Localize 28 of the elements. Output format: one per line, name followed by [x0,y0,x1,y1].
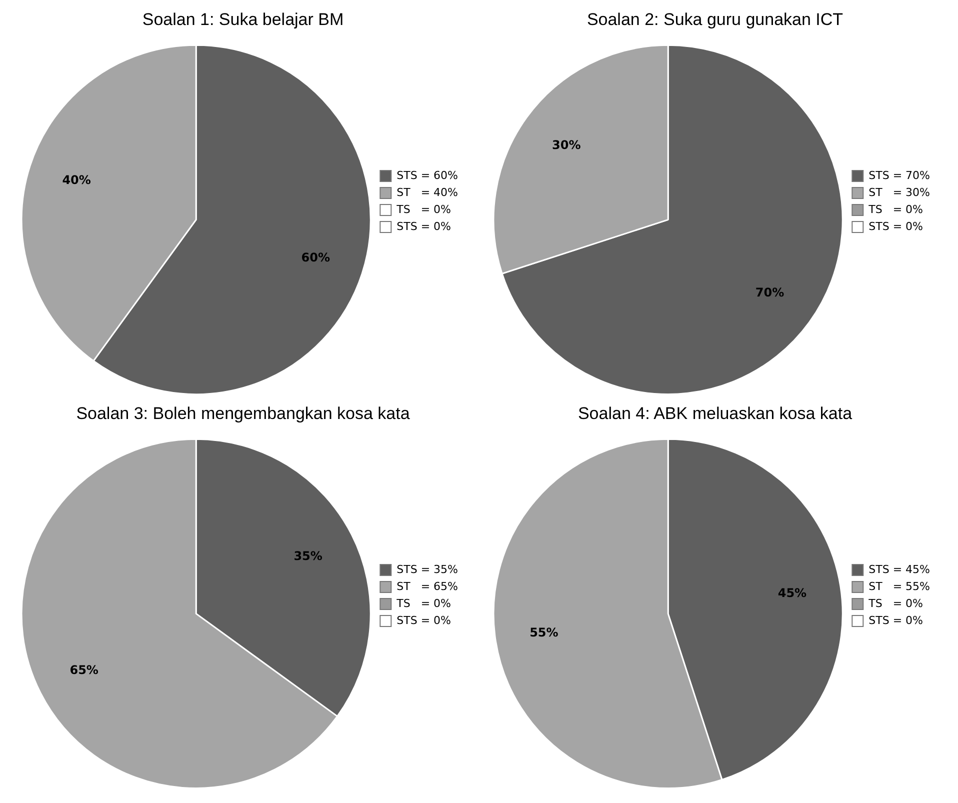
data-label: 40% [62,172,91,187]
legend-label: TS = 0% [396,596,452,610]
legend-label: TS = 0% [396,202,452,216]
legend-label: ST = 30% [868,186,930,199]
data-label: 65% [70,662,98,677]
legend-label: TS = 0% [868,596,924,610]
data-label: 45% [778,586,807,600]
legend-label: STS = 0% [396,220,452,233]
chart-title: Soalan 4: ABK meluaskan kosa kata [578,404,853,423]
legend-label: STS = 70% [868,168,930,182]
legend-label: ST = 40% [396,186,458,199]
legend-label: STS = 45% [868,562,930,576]
legend-label: STS = 60% [396,168,458,182]
data-label: 35% [294,548,322,563]
legend-label: ST = 65% [396,580,458,593]
data-label: 60% [301,250,330,265]
legend-label: ST = 55% [868,580,930,593]
legend-label: TS = 0% [868,202,924,216]
legend-label: STS = 35% [396,562,458,576]
legend-label: STS = 0% [868,220,924,233]
chart-title: Soalan 1: Suka belajar BM [142,10,344,29]
data-label: 70% [755,286,784,300]
legend-label: STS = 0% [396,614,452,627]
data-label: 55% [530,625,558,640]
chart-title: Soalan 3: Boleh mengembangkan kosa kata [76,404,410,423]
data-label: 30% [552,138,581,152]
legend-label: STS = 0% [868,614,924,627]
chart-title: Soalan 2: Suka guru gunakan ICT [586,10,844,29]
